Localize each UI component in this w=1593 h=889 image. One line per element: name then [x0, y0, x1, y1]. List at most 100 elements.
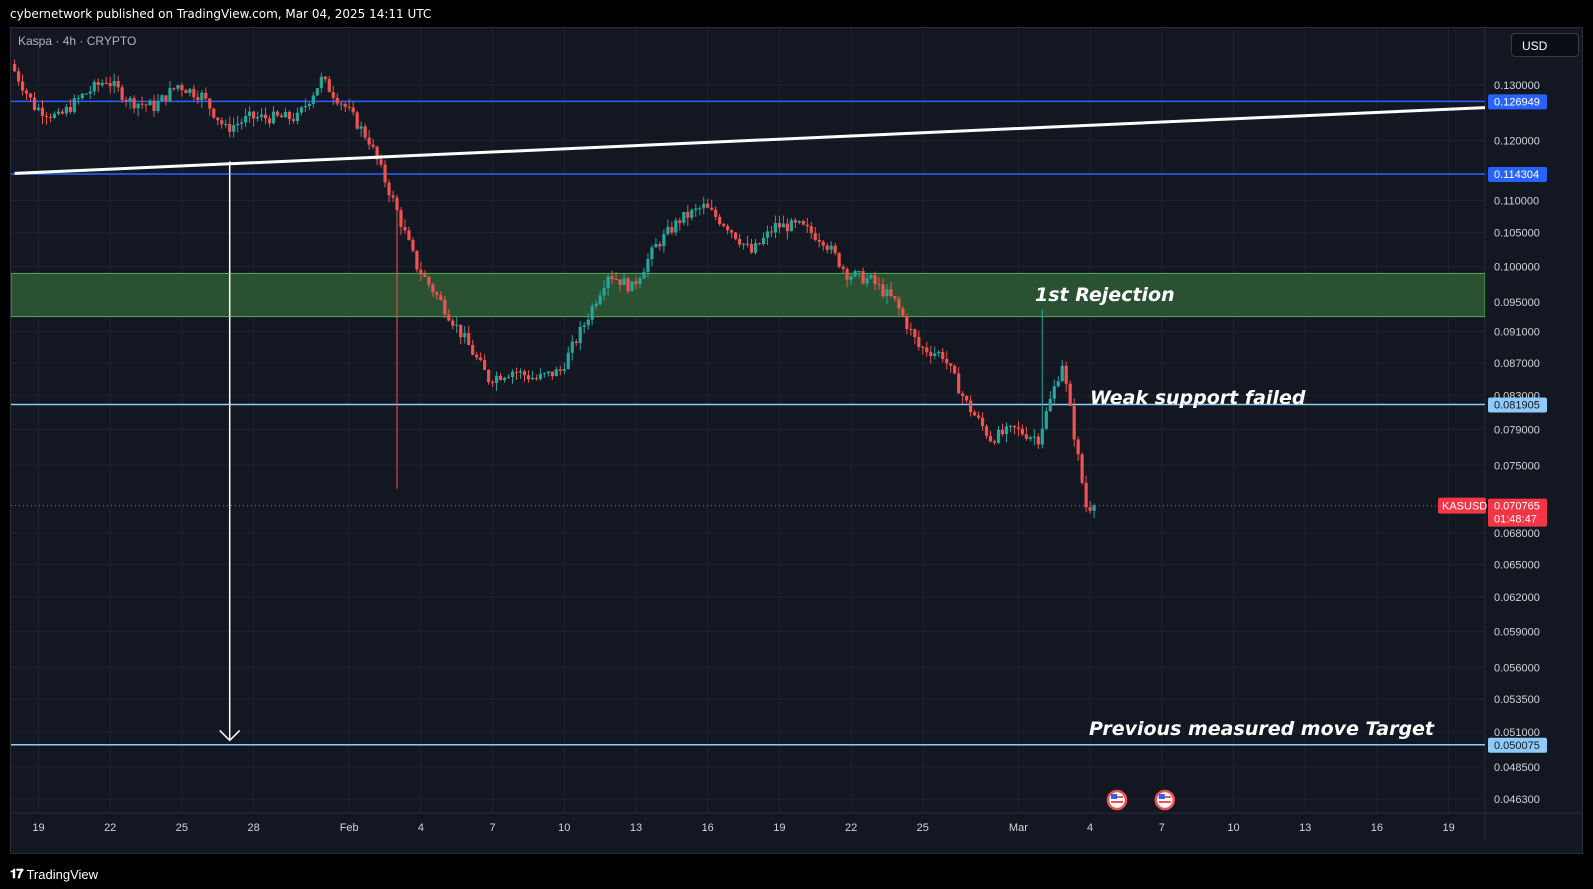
- candle-body: [16, 71, 21, 82]
- x-tick-label: 7: [490, 822, 496, 834]
- candle-body: [598, 295, 602, 304]
- candle-body: [80, 93, 84, 99]
- candle-body: [809, 226, 813, 234]
- y-tick-label: 0.053500: [1494, 694, 1540, 706]
- candle-body: [24, 90, 29, 94]
- y-tick-label: 0.110000: [1494, 196, 1539, 208]
- candle-body: [730, 230, 734, 233]
- candle-body: [889, 289, 893, 297]
- candle-body: [586, 319, 590, 326]
- candle-body: [156, 101, 160, 111]
- candle-body: [311, 95, 315, 104]
- candle-body: [988, 435, 993, 442]
- y-tick-label: 0.087000: [1494, 358, 1540, 370]
- candle-body: [546, 371, 550, 374]
- candle-body: [379, 159, 383, 165]
- candle-body: [252, 111, 256, 119]
- candle-body: [630, 281, 634, 292]
- candle-countdown: 01:48:47: [1494, 514, 1537, 526]
- candle-body: [216, 117, 220, 121]
- candle-body: [949, 363, 953, 366]
- candle-body: [279, 115, 284, 118]
- candle-body: [56, 111, 61, 114]
- y-tick-label: 0.079000: [1494, 424, 1540, 436]
- candle-body: [861, 271, 865, 284]
- candle-body: [992, 441, 997, 443]
- candle-body: [614, 278, 618, 280]
- candle-body: [737, 239, 742, 245]
- candle-body: [475, 354, 479, 358]
- candle-body: [180, 85, 184, 91]
- candle-body: [204, 92, 208, 99]
- candle-body: [411, 239, 415, 251]
- candle-body: [969, 400, 973, 413]
- candle-body: [817, 239, 821, 242]
- candle-body: [801, 220, 805, 225]
- price-badge: [1488, 166, 1547, 182]
- candle-body: [248, 111, 252, 116]
- price-badge-label: 0.081905: [1494, 400, 1540, 412]
- candle-body: [726, 226, 730, 231]
- candle-body: [1068, 383, 1072, 406]
- rising-trendline: [14, 106, 1485, 175]
- candle-body: [319, 76, 323, 89]
- candle-body: [594, 303, 598, 307]
- candle-body: [116, 81, 120, 88]
- candle-body: [582, 325, 586, 327]
- currency-selector[interactable]: USD: [1511, 33, 1579, 57]
- candle-body: [658, 243, 662, 247]
- candle-body: [1040, 428, 1044, 445]
- candle-body: [104, 82, 108, 84]
- chart-frame[interactable]: [10, 27, 1583, 854]
- candle-body: [1004, 426, 1009, 435]
- candle-body: [710, 207, 714, 210]
- candle-body: [1072, 405, 1076, 440]
- candle-body: [698, 208, 702, 210]
- candle-body: [1052, 386, 1056, 399]
- y-tick-label: 0.051000: [1494, 727, 1540, 739]
- candle-body: [646, 259, 650, 272]
- candle-body: [359, 126, 363, 129]
- candle-body: [375, 146, 379, 160]
- candle-body: [785, 223, 789, 232]
- y-tick-label: 0.095000: [1494, 297, 1540, 309]
- candle-body: [439, 295, 443, 300]
- candle-body: [451, 320, 455, 326]
- candle-body: [335, 97, 339, 104]
- candle-body: [873, 275, 877, 284]
- candle-body: [395, 197, 399, 211]
- candle-body: [530, 377, 535, 380]
- candle-body: [327, 79, 331, 93]
- candle-body: [271, 111, 276, 124]
- y-tick-label: 0.059000: [1494, 626, 1540, 638]
- x-tick-label: 22: [104, 822, 116, 834]
- measured-move-arrowhead: [219, 729, 241, 742]
- candle-body: [112, 81, 116, 87]
- candle-body: [745, 243, 750, 245]
- candle-body: [921, 346, 925, 348]
- candle-body: [753, 243, 758, 253]
- candle-body: [682, 211, 686, 223]
- candle-body: [92, 82, 96, 92]
- candle-body: [1036, 436, 1040, 445]
- candle-body: [542, 373, 546, 375]
- candle-body: [905, 316, 909, 329]
- symbol-badge: [1438, 497, 1486, 514]
- candle-body: [996, 429, 1001, 443]
- candle-body: [196, 97, 200, 101]
- candle-body: [1044, 411, 1048, 429]
- candle-body: [813, 233, 817, 240]
- candle-body: [518, 371, 523, 373]
- y-tick-label: 0.105000: [1494, 228, 1540, 240]
- price-badge-label: 0.114304: [1494, 169, 1539, 181]
- candle-body: [773, 223, 778, 233]
- candle-body: [654, 243, 658, 248]
- candle-body: [526, 375, 531, 380]
- candle-body: [602, 288, 606, 296]
- candle-body: [570, 341, 574, 353]
- candle-body: [148, 100, 152, 106]
- candle-body: [459, 324, 463, 338]
- candle-body: [479, 357, 483, 361]
- x-tick-label: 25: [176, 822, 188, 834]
